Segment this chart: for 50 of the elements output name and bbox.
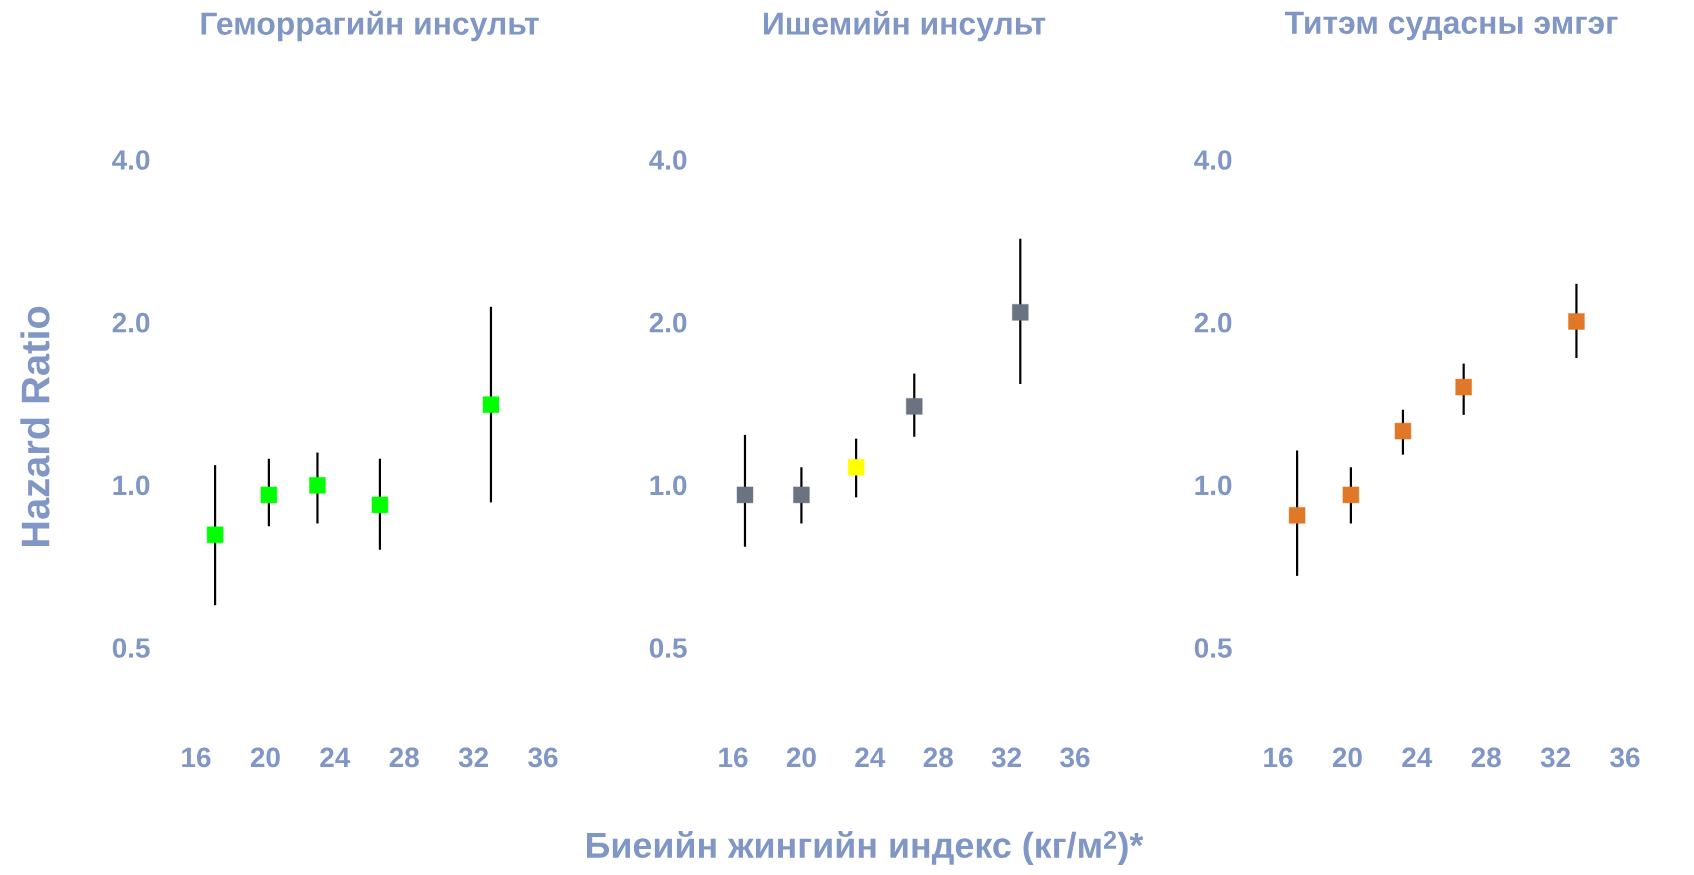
chart-title: Титэм судасны эмгэг	[1285, 11, 1618, 41]
x-tick-label: 36	[528, 747, 558, 768]
x-tick-label: 28	[923, 747, 953, 768]
y-tick-label: 2.0	[112, 312, 150, 333]
x-tick-label: 16	[1264, 747, 1293, 768]
y-tick-label: 1.0	[113, 475, 150, 496]
point	[793, 486, 810, 504]
y-tick-label: 2.0	[1194, 312, 1232, 333]
chart-title: Ишемийн инсульт	[763, 10, 1046, 42]
point	[309, 477, 326, 494]
x-tick-label: 28	[1471, 747, 1501, 768]
point	[1342, 486, 1360, 504]
y-tick-label: 0.5	[112, 638, 150, 658]
y-tick-label: 4.0	[649, 150, 687, 170]
point	[1288, 507, 1306, 524]
x-tick-label: 32	[458, 747, 488, 768]
y-tick-label: 0.5	[1194, 638, 1232, 658]
y-tick-label: 2.0	[649, 312, 687, 333]
point	[1455, 378, 1472, 396]
point	[206, 526, 224, 543]
x-tick-label: 24	[320, 747, 351, 767]
x-axis-title: Биеийн жингийн индекс (кг/м$^{2}$)*	[587, 830, 1144, 866]
x-tick-label: 20	[1332, 747, 1362, 768]
chart-title: Геморрагийн инсульт	[201, 10, 539, 42]
point	[371, 496, 389, 514]
y-tick-label: 0.5	[649, 638, 687, 658]
x-tick-label: 32	[1540, 747, 1570, 768]
point	[260, 486, 278, 504]
x-tick-label: 32	[991, 747, 1021, 768]
x-tick-label: 16	[719, 747, 748, 768]
point	[906, 398, 923, 415]
point	[482, 396, 500, 413]
point	[736, 486, 754, 504]
x-tick-label: 24	[1402, 747, 1433, 767]
x-tick-label: 36	[1060, 747, 1090, 768]
x-tick-label: 20	[786, 747, 816, 768]
point	[1568, 313, 1585, 330]
y-tick-label: 4.0	[112, 150, 150, 170]
point	[1012, 304, 1029, 321]
x-tick-label: 16	[182, 747, 211, 768]
point	[1394, 422, 1412, 440]
y-tick-label: 1.0	[650, 475, 687, 496]
y-tick-label: 4.0	[1194, 150, 1232, 170]
x-tick-label: 28	[389, 747, 419, 768]
x-tick-label: 20	[250, 747, 280, 768]
x-tick-label: 36	[1610, 747, 1640, 768]
y-axis-title: Hazard Ratio	[20, 306, 50, 547]
y-tick-label: 1.0	[1195, 475, 1232, 496]
point	[847, 459, 865, 476]
x-tick-label: 24	[855, 747, 886, 767]
